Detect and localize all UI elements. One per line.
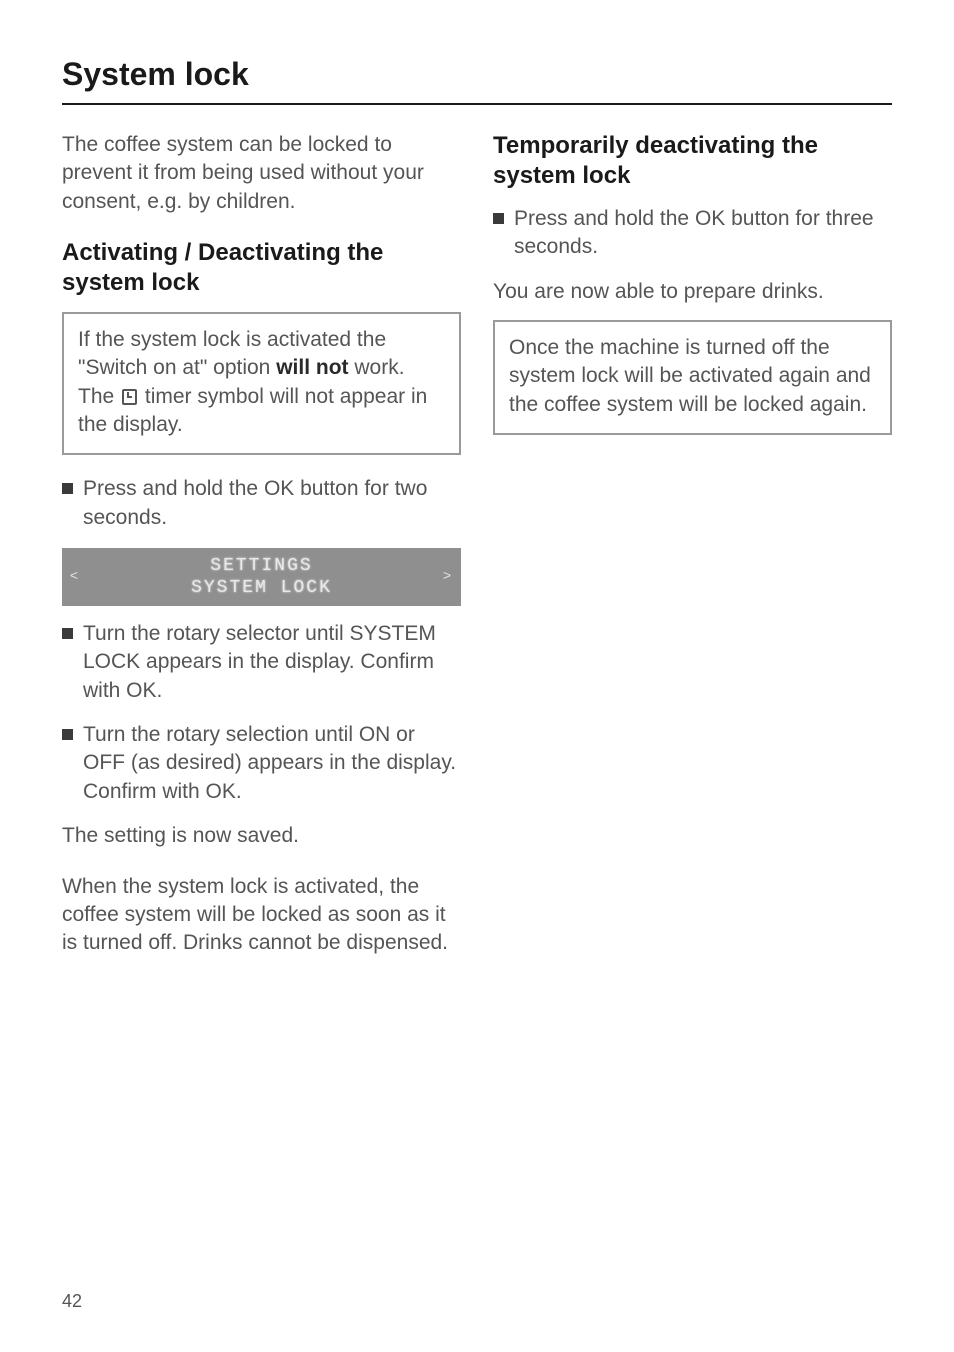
chevron-right-icon: > [435, 569, 461, 585]
lcd-line1: SETTINGS [88, 555, 435, 578]
timer-icon [122, 389, 137, 405]
bullet-icon [62, 628, 73, 639]
info-box-reactivate: Once the machine is turned off the syste… [493, 320, 892, 435]
page-number: 42 [62, 1291, 82, 1312]
step-text: Turn the rotary selection until ON or OF… [83, 721, 461, 806]
able-text: You are now able to prepare drinks. [493, 278, 892, 306]
step-item: Turn the rotary selector until SYSTEM LO… [62, 620, 461, 705]
bullet-icon [493, 213, 504, 224]
step-text: Press and hold the OK button for two sec… [83, 475, 461, 532]
info-box-bold: will not [276, 356, 348, 379]
locked-text: When the system lock is activated, the c… [62, 873, 461, 958]
bullet-icon [62, 729, 73, 740]
intro-text: The coffee system can be locked to preve… [62, 131, 461, 216]
saved-text: The setting is now saved. [62, 822, 461, 850]
info-box-activation: If the system lock is activated the "Swi… [62, 312, 461, 455]
lcd-text: SETTINGS SYSTEM LOCK [88, 555, 435, 600]
step-text: Turn the rotary selector until SYSTEM LO… [83, 620, 461, 705]
temporary-heading: Temporarily deactivating the system lock [493, 131, 892, 191]
step-item: Press and hold the OK button for three s… [493, 205, 892, 262]
left-column: The coffee system can be locked to preve… [62, 131, 461, 980]
step-item: Turn the rotary selection until ON or OF… [62, 721, 461, 806]
step-text: Press and hold the OK button for three s… [514, 205, 892, 262]
content-columns: The coffee system can be locked to preve… [62, 131, 892, 980]
step-item: Press and hold the OK button for two sec… [62, 475, 461, 532]
page-title: System lock [62, 56, 892, 105]
bullet-icon [62, 483, 73, 494]
lcd-line2: SYSTEM LOCK [88, 577, 435, 600]
chevron-left-icon: < [62, 569, 88, 585]
activating-heading: Activating / Deactivating the system loc… [62, 238, 461, 298]
right-column: Temporarily deactivating the system lock… [493, 131, 892, 980]
manual-page: System lock The coffee system can be loc… [0, 0, 954, 1352]
lcd-display: < SETTINGS SYSTEM LOCK > [62, 548, 461, 606]
